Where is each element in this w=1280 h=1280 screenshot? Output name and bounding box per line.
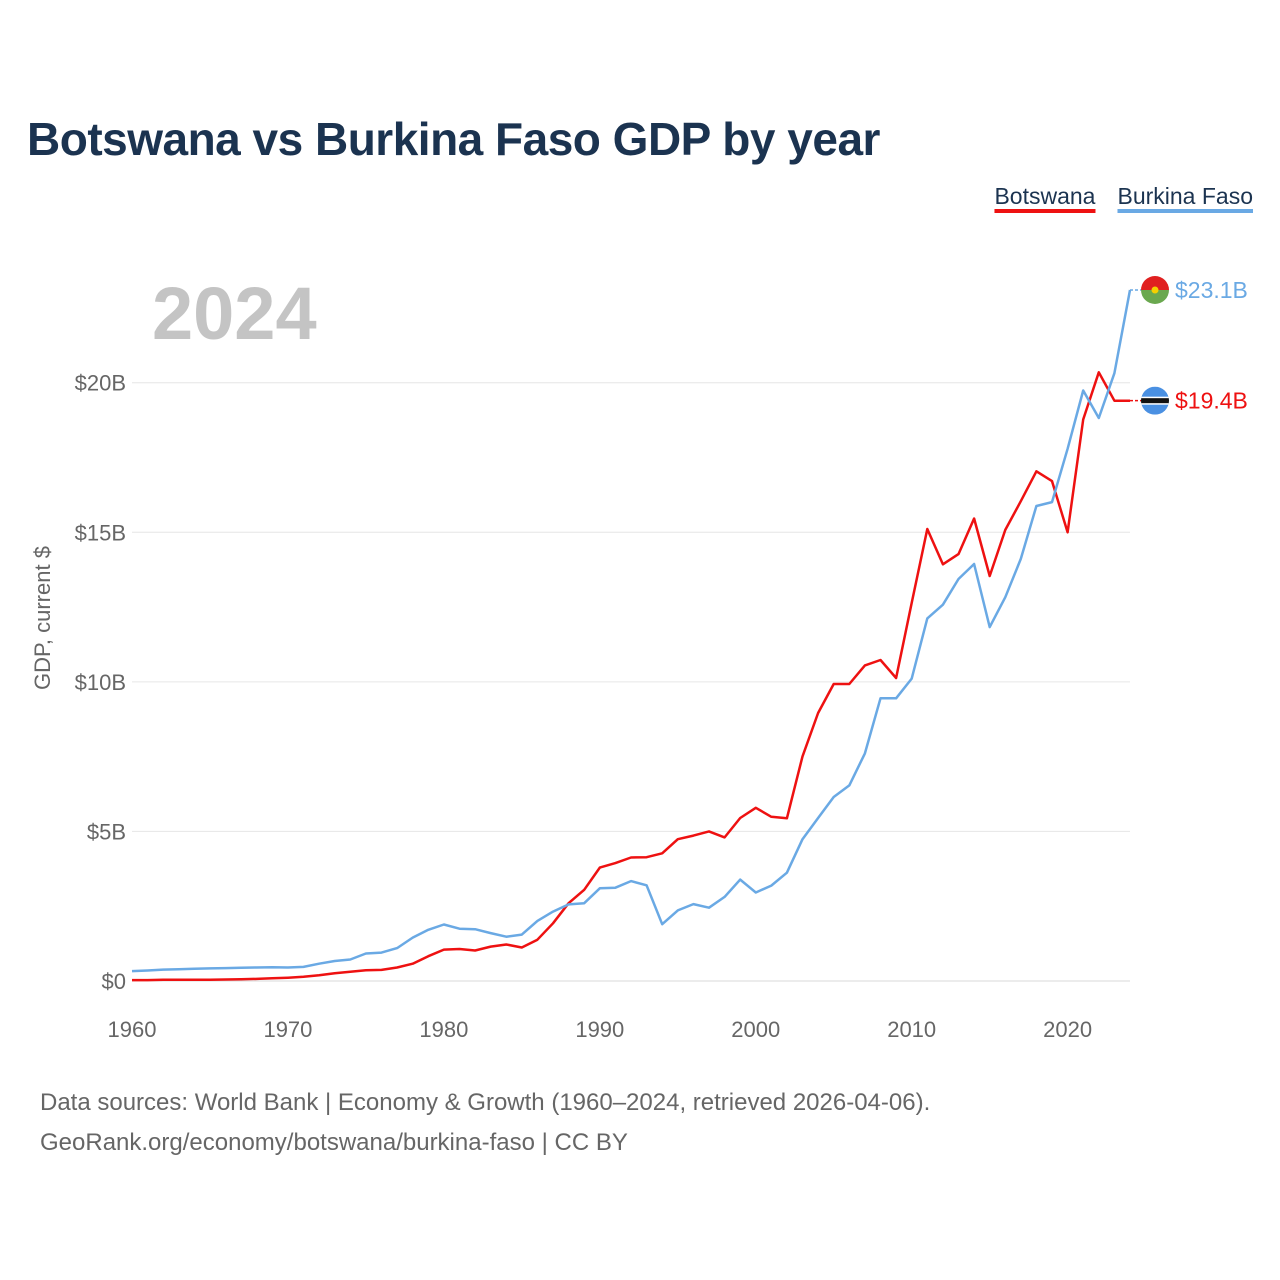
- legend-swatch: [994, 209, 1096, 213]
- end-value-label: $19.4B: [1175, 388, 1248, 414]
- burkina-faso-flag-icon: [1141, 276, 1169, 304]
- current-year-label: 2024: [152, 272, 317, 355]
- legend-swatch: [1117, 209, 1253, 213]
- series-end-markers: $19.4B $23.1B: [1130, 276, 1248, 415]
- series-lines: [131, 289, 1132, 982]
- y-axis-title: GDP, current $: [30, 546, 55, 690]
- series-line-botswana: [132, 371, 1130, 982]
- x-tick-label: 1990: [575, 1017, 624, 1042]
- y-tick-label: $10B: [75, 670, 126, 695]
- footer-sources: Data sources: World Bank | Economy & Gro…: [40, 1089, 931, 1116]
- botswana-flag-icon: [1141, 386, 1169, 415]
- legend[interactable]: Burkina Faso Botswana: [994, 183, 1253, 213]
- x-tick-label: 1960: [108, 1017, 157, 1042]
- y-tick-label: $5B: [87, 819, 126, 844]
- chart-title: Botswana vs Burkina Faso GDP by year: [27, 113, 880, 165]
- x-tick-label: 2020: [1043, 1017, 1092, 1042]
- x-tick-label: 1970: [263, 1017, 312, 1042]
- legend-label: Botswana: [994, 183, 1095, 209]
- x-tick-label: 2000: [731, 1017, 780, 1042]
- x-tick-label: 2010: [887, 1017, 936, 1042]
- footer-url: GeoRank.org/economy/botswana/burkina-fas…: [40, 1129, 628, 1156]
- y-tick-label: $0: [102, 969, 126, 994]
- series-line-burkina-faso: [131, 289, 1132, 973]
- legend-label: Burkina Faso: [1117, 183, 1253, 209]
- x-axis-ticks: 1960 1970 1980 1990 2000 2010 2020: [108, 1017, 1093, 1042]
- x-tick-label: 1980: [419, 1017, 468, 1042]
- legend-item-botswana[interactable]: Botswana: [994, 183, 1096, 213]
- y-tick-label: $20B: [75, 371, 126, 396]
- footer: Data sources: World Bank | Economy & Gro…: [40, 1083, 930, 1163]
- gridlines: [132, 382, 1130, 832]
- legend-item-burkina-faso[interactable]: Burkina Faso: [1117, 183, 1253, 213]
- y-axis-ticks: $0 $5B $10B $15B $20B: [75, 371, 126, 994]
- end-value-label: $23.1B: [1175, 277, 1248, 303]
- y-tick-label: $15B: [75, 520, 126, 545]
